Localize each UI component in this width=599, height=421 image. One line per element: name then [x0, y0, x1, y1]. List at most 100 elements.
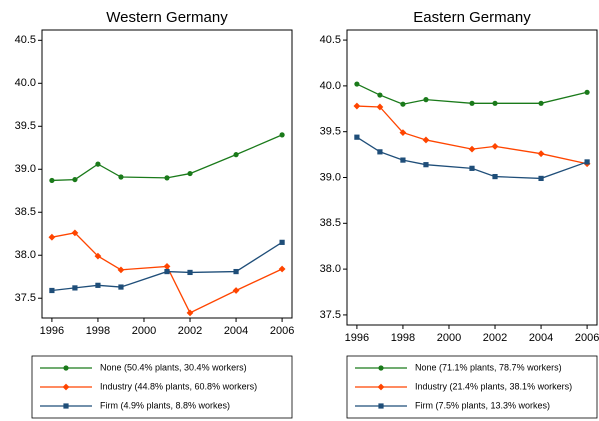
y-tick-label: 37.5 — [15, 292, 36, 304]
point — [95, 161, 101, 167]
point — [164, 175, 170, 181]
point — [399, 129, 407, 137]
legend-label: Firm (7.5% plants, 13.3% workes) — [415, 400, 550, 410]
y-tick-label: 39.5 — [320, 126, 341, 138]
plot-area — [346, 29, 598, 326]
series-line — [356, 105, 588, 165]
legend-label: None (50.4% plants, 30.4% workers) — [100, 362, 247, 372]
point — [164, 268, 170, 275]
x-tick-label: 2006 — [270, 325, 294, 337]
point — [94, 252, 102, 260]
point — [492, 100, 498, 106]
point — [377, 149, 383, 155]
y-tick-label: 40.5 — [320, 34, 341, 46]
point — [377, 383, 385, 391]
point — [492, 173, 498, 180]
point — [354, 81, 360, 87]
y-tick-label: 37.5 — [320, 309, 341, 321]
y-tick-label: 38.5 — [15, 206, 36, 218]
y-tick-label: 38.5 — [320, 217, 341, 229]
point — [423, 162, 429, 168]
point — [233, 268, 239, 275]
x-tick-label: 1996 — [40, 325, 64, 337]
point — [279, 132, 285, 138]
point — [378, 403, 384, 409]
point — [62, 383, 70, 391]
legend-label: None (71.1% plants, 78.7% workers) — [415, 362, 562, 372]
x-tick-label: 2002 — [178, 325, 202, 337]
y-tick-label: 39.0 — [15, 163, 36, 175]
point — [95, 282, 101, 288]
point — [117, 266, 125, 274]
series-line — [51, 241, 283, 292]
y-tick-label: 39.0 — [320, 171, 341, 183]
legend: None (50.4% plants, 30.4% workers) Indust… — [31, 355, 293, 419]
point — [400, 157, 406, 163]
x-tick-label: 2000 — [437, 332, 461, 344]
point — [376, 103, 384, 111]
point — [537, 150, 545, 158]
point — [422, 136, 430, 144]
y-tick-label: 40.0 — [320, 80, 341, 92]
point — [468, 145, 476, 153]
chart-title: Eastern Germany — [413, 9, 531, 26]
point — [584, 159, 590, 165]
x-tick-label: 2002 — [483, 332, 507, 344]
x-tick-label: 2000 — [132, 325, 156, 337]
point — [538, 175, 544, 182]
point — [400, 101, 406, 107]
panel: Eastern Germany 37.5 38.0 38.5 39.0 39.5 40.0 4… — [320, 9, 599, 419]
y-tick-label: 40.0 — [15, 77, 36, 89]
point — [63, 403, 69, 409]
point — [233, 152, 239, 158]
y-tick-label: 38.0 — [320, 263, 341, 275]
panel: Western Germany 37.5 38.0 38.5 39.0 39.5 40.0 4… — [15, 9, 294, 419]
point — [72, 285, 78, 291]
point — [353, 102, 361, 110]
plot-area — [41, 29, 293, 319]
point — [584, 89, 590, 95]
point — [72, 176, 78, 183]
point — [279, 239, 285, 245]
x-tick-label: 2004 — [529, 332, 553, 344]
point — [118, 174, 124, 180]
point — [469, 165, 475, 171]
point — [71, 229, 79, 237]
point — [187, 170, 193, 177]
point — [232, 287, 240, 294]
point — [49, 287, 55, 294]
y-tick-label: 39.5 — [15, 120, 36, 132]
series-line — [51, 134, 283, 182]
point — [354, 134, 360, 140]
x-tick-label: 2004 — [224, 325, 248, 337]
legend-label: Industry (44.8% plants, 60.8% workers) — [100, 381, 257, 391]
x-tick-label: 1998 — [86, 325, 110, 337]
legend-label: Firm (4.9% plants, 8.8% workes) — [100, 400, 230, 410]
series-line — [356, 136, 588, 180]
chart-title: Western Germany — [106, 9, 228, 26]
point — [48, 233, 56, 241]
series-line — [51, 232, 283, 314]
point — [378, 365, 384, 371]
y-tick-label: 38.0 — [15, 249, 36, 261]
point — [187, 269, 193, 276]
x-tick-label: 1998 — [391, 332, 415, 344]
y-tick-label: 40.5 — [15, 34, 36, 46]
point — [377, 92, 383, 98]
point — [423, 97, 429, 103]
point — [118, 284, 124, 290]
x-tick-label: 1996 — [345, 332, 369, 344]
legend-label: Industry (21.4% plants, 38.1% workers) — [415, 381, 572, 391]
point — [538, 100, 544, 106]
point — [469, 100, 475, 106]
point — [163, 263, 171, 270]
point — [63, 365, 69, 371]
point — [186, 309, 194, 317]
series-line — [356, 83, 588, 105]
point — [491, 142, 499, 150]
x-tick-label: 2006 — [575, 332, 599, 344]
point — [49, 177, 55, 184]
legend: None (71.1% plants, 78.7% workers) Indust… — [346, 355, 598, 419]
